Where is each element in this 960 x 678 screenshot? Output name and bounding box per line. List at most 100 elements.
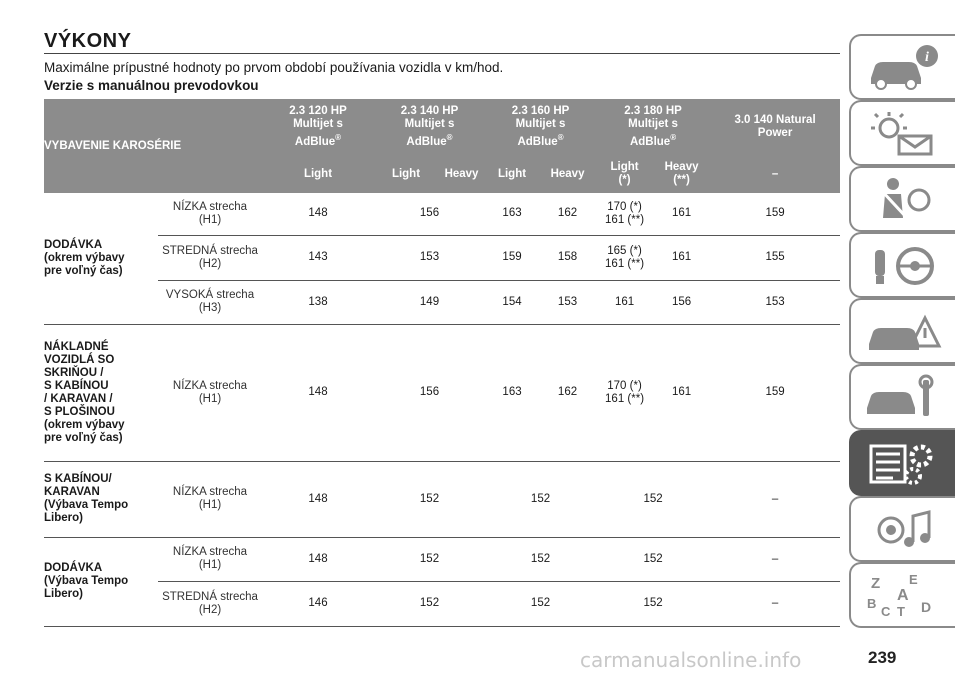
value-cell: 161	[596, 280, 654, 325]
svg-text:D: D	[921, 599, 931, 615]
svg-text:B: B	[867, 596, 876, 611]
value-cell: 148	[262, 537, 374, 582]
value-cell: 156	[374, 324, 486, 462]
value-cell: 154	[485, 280, 540, 325]
svg-text:A: A	[897, 587, 909, 604]
engine-header: 2.3 140 HP Multijet s AdBlue®	[374, 99, 486, 155]
roof-cell: NÍZKA strecha (H1)	[158, 537, 262, 582]
intro-text: Maximálne prípustné hodnoty po prvom obd…	[44, 60, 504, 75]
car-info-icon: i	[871, 45, 938, 90]
value-cell: 152	[596, 581, 711, 627]
variant-header: Light (*)	[596, 155, 654, 193]
roof-cell: STREDNÁ strecha (H2)	[158, 581, 262, 627]
value-cell: 170 (*) 161 (**)	[596, 324, 654, 462]
tab-technical-data[interactable]	[849, 430, 955, 496]
title-rule	[44, 53, 840, 54]
group-label: DODÁVKA (okrem výbavy pre voľný čas)	[44, 193, 158, 325]
tab-safety[interactable]	[849, 166, 955, 232]
variant-header: –	[710, 155, 841, 193]
variant-header: Light	[374, 155, 438, 193]
value-cell: 155	[710, 235, 841, 281]
table-row: DODÁVKA (okrem výbavy pre voľný čas) NÍZKA…	[44, 193, 841, 325]
svg-text:Z: Z	[871, 575, 880, 592]
speed-table: VYBAVENIE KAROSÉRIE 2.3 120 HP Multijet …	[44, 99, 841, 627]
group-label: NÁKLADNÉ VOZIDLÁ SO SKRIŇOU / S KABÍNOU / KA…	[44, 324, 158, 462]
alphabetical-index-icon: Z E B A C T D	[867, 572, 931, 619]
group-label: DODÁVKA (Výbava Tempo Libero)	[44, 537, 158, 627]
value-cell: 148	[262, 461, 374, 538]
section-subheading: Verzie s manuálnou prevodovkou	[44, 78, 259, 93]
page-title: VÝKONY	[44, 30, 132, 52]
value-cell: 153	[710, 280, 841, 325]
value-cell: 161	[653, 324, 711, 462]
variant-header: Heavy	[539, 155, 597, 193]
value-cell: 152	[374, 537, 486, 582]
tab-maintenance[interactable]	[849, 364, 955, 430]
value-cell: 156	[374, 193, 486, 236]
value-cell: 149	[374, 280, 486, 325]
value-cell: 153	[539, 280, 597, 325]
tab-starting-driving[interactable]	[849, 232, 955, 298]
tab-multimedia[interactable]	[849, 496, 955, 562]
value-cell: –	[710, 537, 841, 582]
value-cell: 161	[653, 193, 711, 236]
roof-cell: STREDNÁ strecha (H2)	[158, 235, 262, 281]
value-cell: –	[710, 581, 841, 627]
variant-header: Light	[262, 155, 374, 193]
svg-text:i: i	[925, 50, 929, 65]
table-row: STREDNÁ strecha (H2) 146 152 152 152 –	[44, 581, 841, 627]
tab-warning-lights[interactable]	[849, 100, 955, 166]
tab-emergency[interactable]	[849, 298, 955, 364]
value-cell: 148	[262, 193, 374, 236]
engine-header: 2.3 120 HP Multijet s AdBlue®	[262, 99, 374, 155]
value-cell: 161	[653, 235, 711, 281]
emergency-car-icon	[869, 314, 942, 350]
tab-car-info[interactable]: i	[849, 34, 955, 100]
svg-text:T: T	[897, 604, 905, 619]
svg-text:E: E	[909, 572, 918, 587]
seatbelt-airbag-icon	[879, 178, 931, 220]
value-cell: 152	[596, 537, 711, 582]
engine-header: 2.3 160 HP Multijet s AdBlue®	[485, 99, 597, 155]
variant-header: Heavy	[438, 155, 486, 193]
table-row: NÁKLADNÉ VOZIDLÁ SO SKRIŇOU / S KABÍNOU / KA…	[44, 324, 841, 462]
value-cell: 159	[485, 235, 540, 281]
value-cell: 159	[710, 193, 841, 236]
table-row: VYSOKÁ strecha (H3) 138 149 154 153 161 1…	[44, 280, 841, 325]
value-cell: 163	[485, 324, 540, 462]
value-cell: 156	[653, 280, 711, 325]
value-cell: 152	[485, 461, 597, 538]
value-cell: 165 (*) 161 (**)	[596, 235, 654, 281]
value-cell: –	[710, 461, 841, 538]
svg-text:C: C	[881, 604, 891, 619]
value-cell: 143	[262, 235, 374, 281]
value-cell: 162	[539, 193, 597, 236]
value-cell: 152	[485, 537, 597, 582]
value-cell: 163	[485, 193, 540, 236]
table-row: STREDNÁ strecha (H2) 143 153 159 158 165 …	[44, 235, 841, 281]
car-maintenance-icon	[867, 374, 934, 416]
value-cell: 162	[539, 324, 597, 462]
table-row: S KABÍNOU/KARAVAN (Výbava Tempo Libero) NÍ…	[44, 461, 841, 538]
value-cell: 146	[262, 581, 374, 627]
engine-header: 3.0 140 Natural Power	[710, 99, 841, 155]
value-cell: 152	[374, 581, 486, 627]
roof-cell: NÍZKA strecha (H1)	[158, 461, 262, 538]
header-row-engines: VYBAVENIE KAROSÉRIE 2.3 120 HP Multijet …	[44, 99, 841, 193]
variant-header: Heavy (**)	[653, 155, 711, 193]
value-cell: 148	[262, 324, 374, 462]
value-cell: 138	[262, 280, 374, 325]
warning-lights-icon	[871, 112, 933, 156]
group-label: S KABÍNOU/KARAVAN (Výbava Tempo Libero)	[44, 461, 158, 538]
roof-cell: VYSOKÁ strecha (H3)	[158, 280, 262, 325]
roof-cell: NÍZKA strecha (H1)	[158, 193, 262, 236]
tab-index[interactable]: Z E B A C T D	[849, 562, 955, 628]
value-cell: 159	[710, 324, 841, 462]
page-number: 239	[868, 648, 897, 667]
roof-cell: NÍZKA strecha (H1)	[158, 324, 262, 462]
technical-data-icon	[869, 444, 933, 485]
header-row-variants: Light Light Heavy Light Heavy Light (*) H…	[44, 155, 841, 193]
multimedia-icon	[877, 510, 931, 547]
table-row: DODÁVKA (Výbava Tempo Libero) NÍZKA strech…	[44, 537, 841, 627]
value-cell: 152	[596, 461, 711, 538]
